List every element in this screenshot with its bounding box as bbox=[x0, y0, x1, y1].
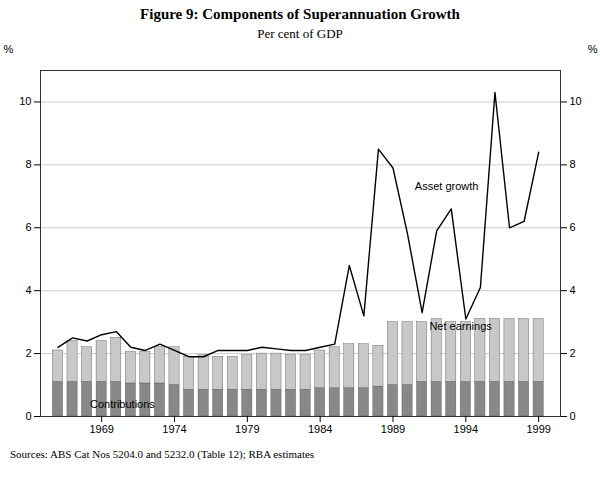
html-text:Sources: ABS Cat Nos 5204.0 an: Sources: ABS Cat Nos 5204.0 and 5232.0 (… bbox=[10, 448, 315, 460]
svg-text:Asset growth: Asset growth bbox=[415, 180, 479, 192]
svg-text:8: 8 bbox=[570, 158, 576, 170]
svg-text:1989: 1989 bbox=[381, 423, 405, 435]
svg-text:1994: 1994 bbox=[454, 423, 478, 435]
svg-text:1979: 1979 bbox=[235, 423, 259, 435]
svg-text:%: % bbox=[4, 43, 14, 55]
svg-text:2: 2 bbox=[570, 347, 576, 359]
svg-text:4: 4 bbox=[25, 284, 31, 296]
svg-text:%: % bbox=[588, 43, 598, 55]
svg-text:4: 4 bbox=[570, 284, 576, 296]
svg-text:6: 6 bbox=[25, 221, 31, 233]
svg-text:1969: 1969 bbox=[89, 423, 113, 435]
svg-text:2: 2 bbox=[25, 347, 31, 359]
svg-text:10: 10 bbox=[19, 95, 31, 107]
svg-text:1974: 1974 bbox=[162, 423, 186, 435]
svg-text:1984: 1984 bbox=[308, 423, 332, 435]
svg-text:Net earnings: Net earnings bbox=[429, 320, 492, 332]
svg-text:0: 0 bbox=[570, 410, 576, 422]
svg-text:8: 8 bbox=[25, 158, 31, 170]
svg-text:1999: 1999 bbox=[526, 423, 550, 435]
svg-text:0: 0 bbox=[25, 410, 31, 422]
html-text:Per cent of GDP: Per cent of GDP bbox=[257, 26, 343, 41]
svg-text:Contributions: Contributions bbox=[90, 398, 155, 410]
svg-text:10: 10 bbox=[570, 95, 582, 107]
svg-text:6: 6 bbox=[570, 221, 576, 233]
html-text:Figure 9: Components of Supera: Figure 9: Components of Superannuation G… bbox=[140, 6, 460, 22]
